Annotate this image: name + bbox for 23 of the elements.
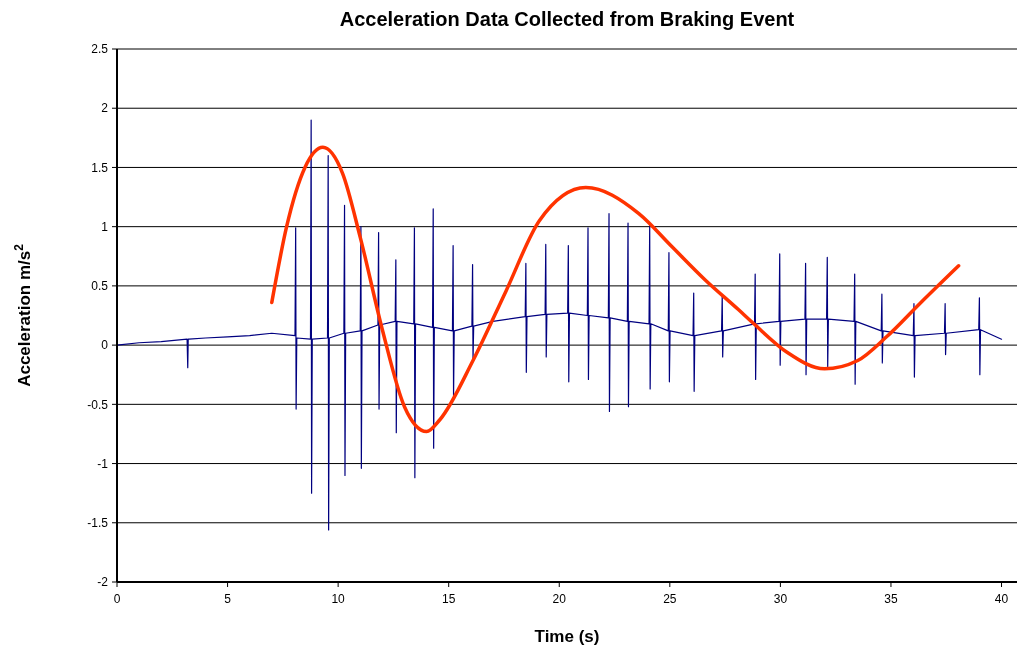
x-tick-label: 30 [773, 592, 788, 606]
y-tick-label: 2.5 [91, 42, 109, 57]
chart-title: Acceleration Data Collected from Braking Event [339, 8, 795, 30]
x-tick-label: 15 [442, 592, 456, 606]
x-tick-label: 10 [331, 592, 346, 606]
y-tick-label: 2 [101, 101, 109, 116]
y-tick-label: 0 [101, 338, 109, 353]
x-tick-label: 40 [994, 592, 1009, 606]
y-tick-label: -0.5 [87, 397, 109, 412]
line-series [116, 119, 1003, 531]
y-tick-label: -1 [97, 456, 109, 471]
y-tick-label: -2 [97, 575, 109, 590]
x-tick-label: 0 [113, 592, 121, 606]
y-tick-label: 0.5 [91, 279, 109, 294]
y-tick-label: -1.5 [87, 515, 109, 530]
line-series [270, 145, 961, 434]
x-tick-label: 5 [224, 592, 232, 606]
x-tick-label: 25 [663, 592, 677, 606]
y-tick-label: 1.5 [91, 160, 109, 175]
x-axis-title: Time (s) [534, 627, 600, 646]
x-tick-label: 35 [884, 592, 898, 606]
x-tick-label: 20 [552, 592, 567, 606]
y-tick-label: 1 [101, 219, 109, 234]
